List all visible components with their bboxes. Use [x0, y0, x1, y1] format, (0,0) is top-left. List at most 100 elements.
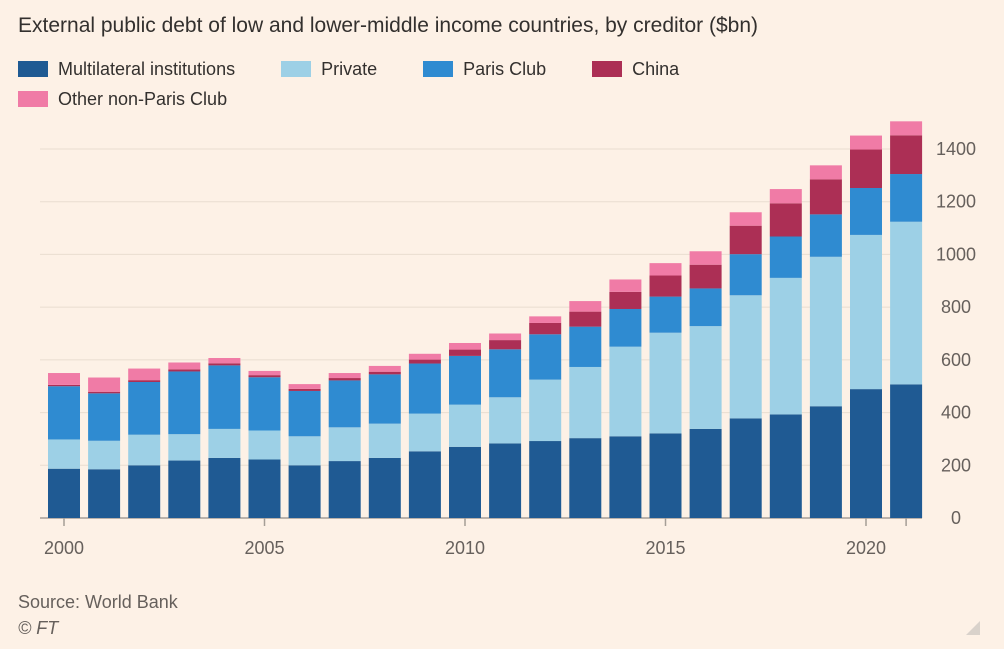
bar-segment	[368, 371, 401, 375]
bar-segment	[368, 365, 401, 372]
bar-segment	[689, 326, 722, 429]
y-tick-label: 1200	[936, 192, 976, 212]
bar-segment	[529, 379, 562, 442]
legend-swatch	[423, 61, 454, 77]
bar-segment	[208, 363, 241, 366]
bar-segment	[890, 135, 923, 175]
bar-segment	[649, 263, 682, 276]
legend-swatch	[592, 61, 623, 77]
bar-segment	[288, 390, 321, 437]
bar-segment	[128, 434, 161, 466]
bar-segment	[729, 254, 762, 296]
bar-segment	[689, 251, 722, 265]
y-tick-label: 0	[951, 508, 961, 528]
bar-segment	[689, 428, 722, 518]
y-tick-label: 1400	[936, 139, 976, 159]
bar-segment	[529, 322, 562, 335]
bar-segment	[569, 311, 602, 327]
bar-segment	[649, 332, 682, 434]
legend-label: Private	[321, 58, 378, 79]
bar-segment	[809, 214, 842, 257]
bar-segment	[288, 465, 321, 518]
bar-segment	[88, 469, 121, 518]
bar-segment	[850, 135, 882, 150]
bar-segment	[809, 256, 842, 407]
bar-segment	[769, 203, 802, 237]
legend-item: Private	[281, 58, 377, 80]
legend-label: Paris Club	[463, 58, 547, 79]
bar-segment	[449, 342, 481, 350]
bar-segment	[489, 349, 522, 398]
bar-segment	[328, 378, 361, 381]
bar-segment	[208, 358, 241, 364]
bar-segment	[288, 388, 321, 391]
bar-segment	[649, 275, 682, 297]
bar-segment	[449, 404, 481, 447]
bar-segment	[489, 333, 522, 341]
bar-segment	[48, 384, 80, 387]
bar-segment	[368, 374, 401, 424]
bar-segment	[529, 441, 562, 518]
bar-segment	[649, 433, 682, 518]
y-tick-label: 800	[941, 297, 971, 317]
bar-segment	[449, 446, 481, 518]
bar-segment	[729, 418, 762, 518]
bar-segment	[88, 391, 121, 394]
bar-segment	[609, 346, 642, 437]
bar-segment	[729, 212, 762, 226]
bar-segment	[689, 264, 722, 289]
bar-segment	[609, 308, 642, 347]
x-tick-label: 2015	[645, 538, 685, 558]
bar-segment	[368, 457, 401, 518]
bar-segment	[809, 406, 842, 518]
bar-segment	[529, 316, 562, 323]
legend-label: Other non-Paris Club	[58, 88, 228, 109]
bar-segment	[489, 397, 522, 444]
bar-segment	[288, 384, 321, 389]
bar-segment	[288, 436, 321, 466]
bar-segment	[88, 440, 121, 470]
legend-item: Multilateral institutions	[18, 58, 235, 80]
bar-segment	[449, 355, 481, 405]
bar-segment	[128, 368, 161, 381]
x-tick-label: 2020	[846, 538, 886, 558]
bar-segment	[850, 389, 882, 518]
resize-handle-icon[interactable]	[966, 621, 980, 635]
legend-label: China	[632, 58, 680, 79]
bar-segment	[729, 225, 762, 255]
bar-segment	[890, 121, 923, 136]
bar-segment	[408, 359, 441, 364]
bar-segment	[609, 436, 642, 518]
bar-segment	[128, 465, 161, 518]
legend-label: Multilateral institutions	[58, 58, 236, 79]
bar-segment	[408, 353, 441, 360]
bar-segment	[809, 179, 842, 215]
bar-segment	[769, 414, 802, 518]
bar-segment	[48, 373, 80, 385]
bar-segment	[168, 460, 201, 518]
legend-swatch	[281, 61, 312, 77]
bar-segment	[449, 349, 481, 356]
chart-title: External public debt of low and lower-mi…	[18, 14, 759, 37]
bar-segment	[569, 438, 602, 518]
bar-segment	[489, 340, 522, 350]
bar-segment	[769, 189, 802, 204]
legend-item: Other non-Paris Club	[18, 88, 227, 110]
legend-item: China	[592, 58, 679, 80]
bar-segment	[609, 279, 642, 292]
bar-segment	[48, 386, 80, 440]
bar-segment	[489, 443, 522, 518]
bar-segment	[88, 377, 121, 392]
bar-segment	[208, 365, 241, 429]
bar-segment	[168, 434, 201, 461]
bar-segment	[569, 326, 602, 367]
y-tick-label: 400	[941, 403, 971, 423]
bar-segment	[408, 363, 441, 414]
bar-segment	[328, 427, 361, 462]
bar-segment	[890, 384, 923, 518]
bar-segment	[809, 165, 842, 180]
bar-segment	[769, 277, 802, 415]
bar-segment	[48, 439, 80, 469]
bar-segment	[248, 430, 281, 460]
bar-segment	[850, 149, 882, 189]
